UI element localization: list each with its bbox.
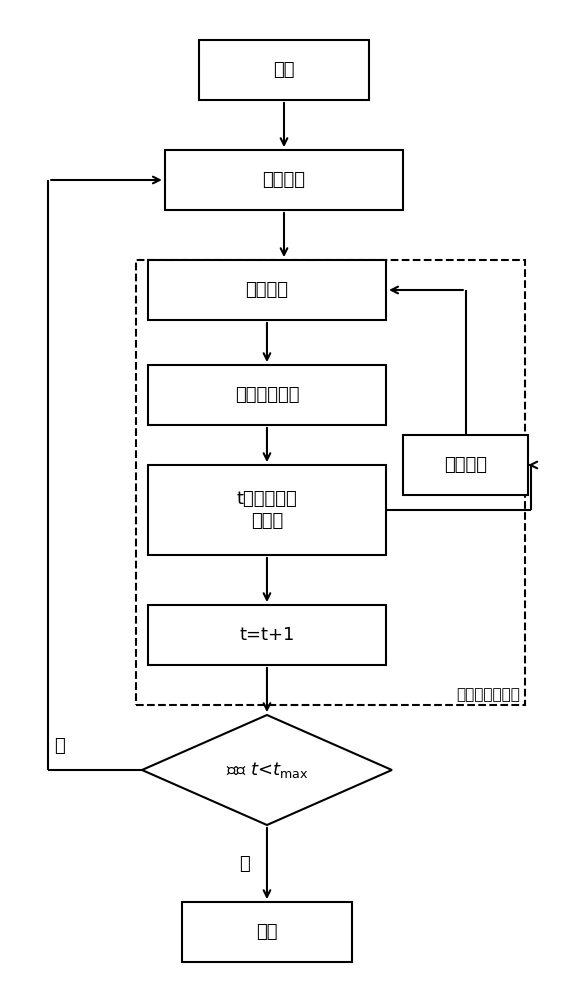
FancyBboxPatch shape <box>148 260 386 320</box>
FancyBboxPatch shape <box>165 150 403 210</box>
FancyBboxPatch shape <box>148 605 386 665</box>
FancyBboxPatch shape <box>403 435 528 495</box>
Text: 是否 $t$<$t_{\rm max}$: 是否 $t$<$t_{\rm max}$ <box>225 760 308 780</box>
FancyBboxPatch shape <box>182 902 352 962</box>
Text: 模型建立: 模型建立 <box>262 171 306 189</box>
Text: 预测模型: 预测模型 <box>245 281 289 299</box>
Text: t=t+1: t=t+1 <box>239 626 295 644</box>
FancyBboxPatch shape <box>148 365 386 425</box>
FancyBboxPatch shape <box>148 465 386 555</box>
Text: 反馈校正: 反馈校正 <box>444 456 487 474</box>
Text: t时刻控制策
略输出: t时刻控制策 略输出 <box>237 490 297 530</box>
Text: 时域滚动控制块: 时域滚动控制块 <box>456 687 520 702</box>
FancyBboxPatch shape <box>199 40 369 100</box>
Text: 开始: 开始 <box>273 61 295 79</box>
Polygon shape <box>142 715 392 825</box>
Text: 否: 否 <box>239 854 250 872</box>
Text: 是: 是 <box>54 737 65 755</box>
Text: 优化算法求解: 优化算法求解 <box>235 386 299 404</box>
Text: 结束: 结束 <box>256 923 278 941</box>
